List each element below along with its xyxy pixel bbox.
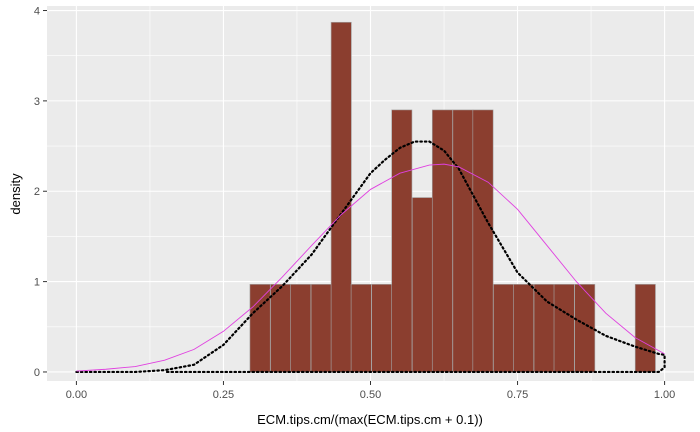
x-axis-ticks: 0.00 0.25 0.50 0.75 1.00	[66, 381, 675, 401]
density-curves	[75, 140, 666, 374]
histogram-bar	[290, 284, 312, 373]
y-axis-title: density	[8, 173, 23, 215]
x-tick-label: 0.00	[66, 389, 87, 401]
histogram-bar	[330, 21, 352, 373]
histogram-bar	[310, 284, 332, 373]
histogram-bars	[249, 21, 656, 373]
histogram-bar	[371, 284, 393, 373]
y-tick-label: 4	[34, 6, 40, 18]
histogram-bar	[553, 284, 575, 373]
histogram-bar	[493, 284, 515, 373]
density-curve-dotted	[75, 140, 666, 374]
histogram-bar	[391, 109, 413, 373]
histogram-bar	[472, 109, 494, 373]
y-tick-label: 2	[34, 186, 40, 198]
x-tick-label: 0.50	[360, 389, 381, 401]
x-tick-label: 0.25	[213, 389, 234, 401]
histogram-bar	[533, 284, 555, 373]
histogram-bar	[513, 284, 535, 373]
histogram-bar	[350, 284, 372, 373]
histogram-bar	[249, 284, 271, 373]
y-tick-label: 1	[34, 277, 40, 289]
y-axis-ticks: 0 1 2 3 4	[34, 6, 47, 379]
histogram-bar	[270, 284, 292, 373]
histogram-bar	[634, 284, 656, 373]
x-tick-label: 0.75	[507, 389, 528, 401]
y-tick-label: 3	[34, 96, 40, 108]
density-curve-magenta	[76, 163, 665, 372]
x-axis-title: ECM.tips.cm/(max(ECM.tips.cm + 0.1))	[257, 412, 483, 427]
histogram-bar	[452, 109, 474, 373]
y-tick-label: 0	[34, 367, 40, 379]
histogram-bar	[411, 197, 433, 373]
x-tick-label: 1.00	[654, 389, 675, 401]
